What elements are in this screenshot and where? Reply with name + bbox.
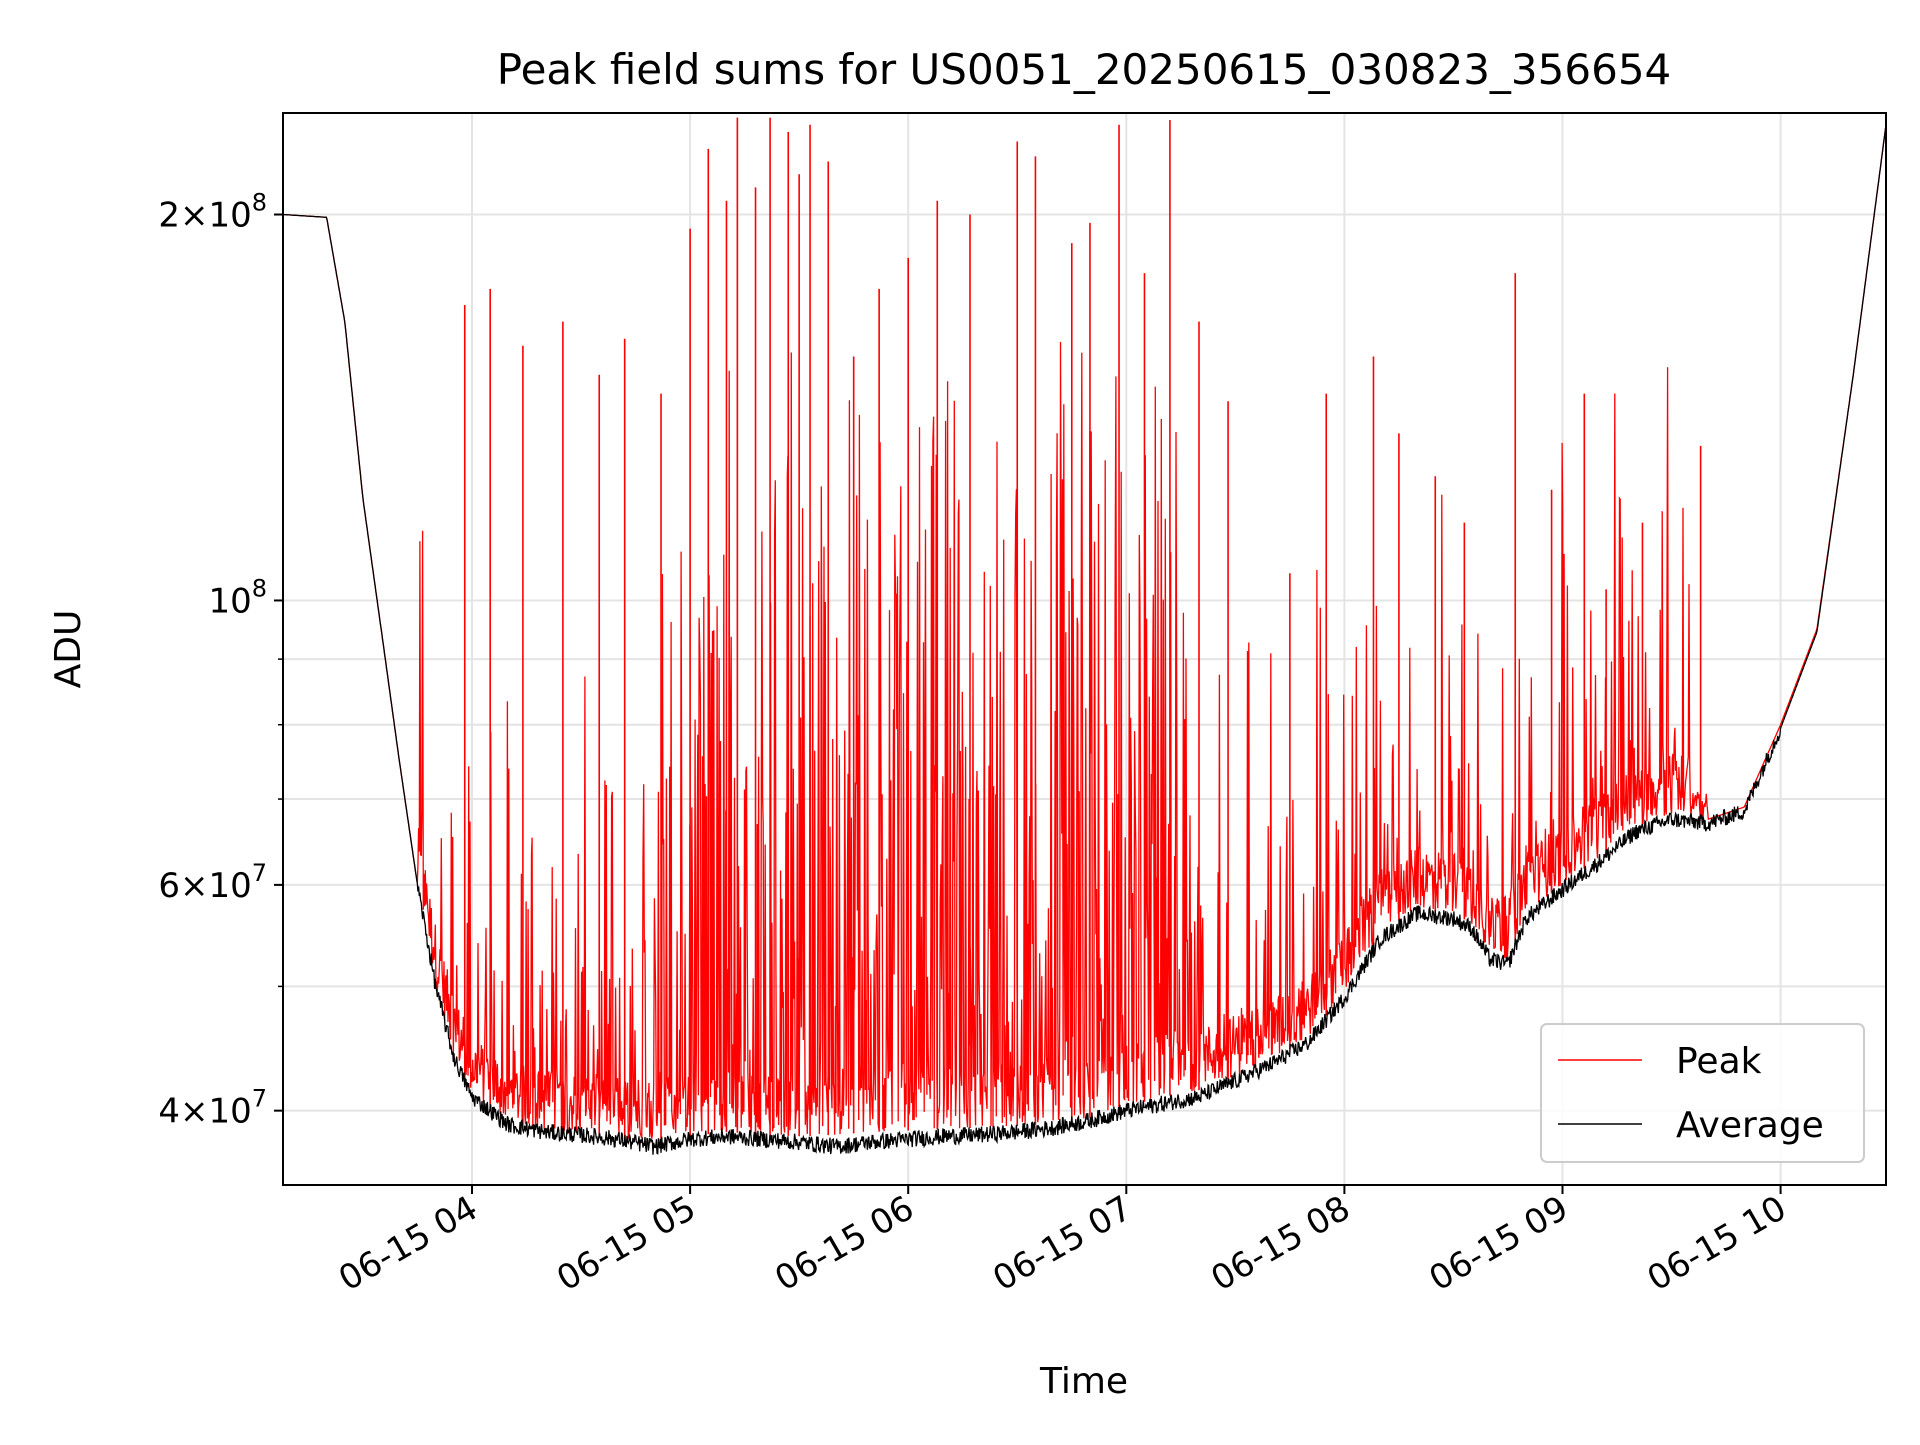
y-tick-label: 6×107: [158, 859, 267, 906]
average-series-line: [283, 124, 1886, 1155]
series-layer: [283, 117, 1886, 1155]
plot-frame: [282, 112, 1887, 1186]
y-tick-label: 4×107: [158, 1085, 267, 1132]
y-tick-label: 2×108: [158, 189, 267, 236]
legend-peak-label: Peak: [1676, 1041, 1762, 1082]
chart-title: Peak field sums for US0051_20250615_0308…: [497, 45, 1672, 94]
y-axis-label: ADU: [48, 610, 89, 689]
y-axis-ticks: 4×107 6×107 108 2×108: [158, 189, 283, 1132]
x-axis-label: Time: [1039, 1361, 1128, 1402]
legend: Peak Average: [1540, 1023, 1865, 1163]
peak-series-line: [283, 124, 1886, 1139]
y-tick-label: 108: [208, 574, 267, 621]
legend-box: [1540, 1023, 1865, 1163]
legend-average-label: Average: [1676, 1105, 1824, 1146]
